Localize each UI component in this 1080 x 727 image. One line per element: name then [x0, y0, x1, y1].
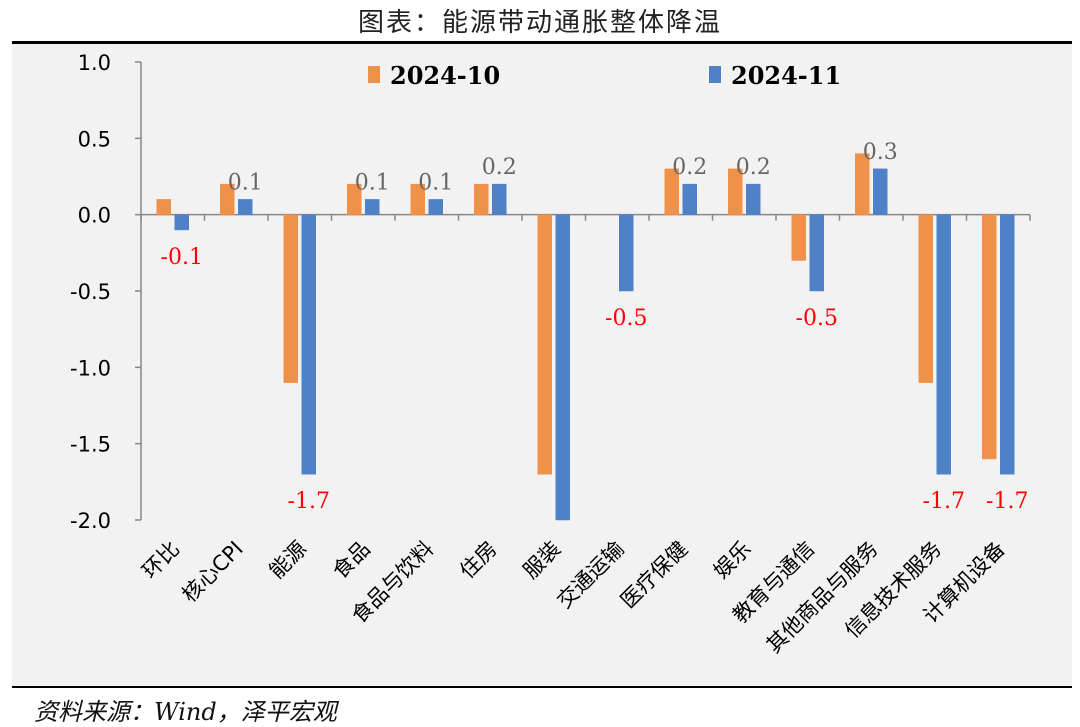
bar-2024-10-住房	[474, 183, 489, 215]
data-labels: -0.1 0.1 -1.7 0.1 0.1 0.2 -0.5 0.2 0.2 -0.5 0.3 -1.…	[161, 140, 1029, 514]
bar-2024-11-住房	[492, 183, 507, 215]
category-label: 服装	[519, 537, 566, 584]
bar-2024-10-服装	[537, 214, 552, 475]
y-tick-label: 0.0	[78, 204, 111, 228]
bar-2024-11-其他商品与服务	[873, 168, 888, 215]
data-label: -0.1	[161, 245, 203, 270]
y-tick-label: -1.0	[70, 356, 111, 380]
y-tick-label: -0.5	[70, 280, 111, 304]
category-label: 食品	[328, 537, 375, 584]
bar-2024-10-食品	[347, 183, 362, 215]
y-tick-label: -2.0	[70, 509, 111, 533]
y-tick-label: 0.5	[78, 127, 111, 151]
bar-2024-11-食品	[365, 199, 380, 215]
bar-2024-11-交通运输	[619, 214, 634, 292]
data-label: -1.7	[288, 489, 330, 514]
data-label: 0.1	[355, 170, 390, 195]
bar-2024-11-核心CPI	[238, 199, 253, 215]
chart-title: 图表：能源带动通胀整体降温	[357, 8, 722, 38]
top-rule	[12, 41, 1072, 44]
category-label: 其他商品与服务	[762, 537, 883, 658]
data-label: 0.2	[736, 155, 771, 180]
bar-2024-10-核心CPI	[220, 183, 235, 215]
legend-label: 2024-11	[731, 61, 841, 90]
bar-2024-10-娱乐	[728, 168, 743, 215]
source-note: 资料来源：Wind，泽平宏观	[34, 698, 337, 726]
legend-swatch-2024-11	[709, 66, 721, 83]
category-label: 能源	[265, 537, 312, 584]
bar-2024-11-能源	[301, 214, 316, 475]
bar-2024-10-食品与饮料	[410, 183, 425, 215]
category-label: 核心CPI	[177, 537, 247, 607]
bar-2024-11-教育与通信	[809, 214, 824, 292]
category-label: 娱乐	[709, 537, 756, 584]
legend-label: 2024-10	[390, 61, 500, 90]
bar-2024-10-计算机设备	[982, 214, 997, 460]
data-label: 0.2	[672, 155, 707, 180]
bar-2024-11-计算机设备	[1000, 214, 1015, 475]
bottom-rule	[12, 686, 1072, 688]
bar-2024-10-环比	[156, 199, 171, 215]
bar-2024-11-食品与饮料	[428, 199, 443, 215]
bar-2024-11-医疗保健	[682, 183, 697, 215]
bar-2024-11-环比	[174, 214, 189, 231]
bar-2024-11-服装	[555, 214, 570, 521]
data-label: 0.1	[228, 170, 263, 195]
legend: 2024-10 2024-11	[368, 61, 841, 90]
bar-2024-10-其他商品与服务	[855, 153, 870, 215]
bar-2024-11-娱乐	[746, 183, 761, 215]
data-label: 0.2	[482, 155, 517, 180]
data-label: -0.5	[605, 306, 647, 331]
data-label: 0.3	[863, 140, 898, 165]
bar-2024-10-信息技术服务	[918, 214, 933, 383]
y-tick-label: 1.0	[78, 51, 111, 75]
category-label: 住房	[455, 537, 502, 584]
data-label: -0.5	[796, 306, 838, 331]
bar-2024-10-教育与通信	[791, 214, 806, 261]
bars	[156, 153, 1015, 521]
data-label: -1.7	[923, 489, 965, 514]
category-label: 交通运输	[552, 537, 628, 613]
bar-2024-10-医疗保健	[664, 168, 679, 215]
data-label: 0.1	[418, 170, 453, 195]
legend-swatch-2024-10	[368, 66, 380, 83]
bar-2024-11-信息技术服务	[936, 214, 951, 475]
data-label: -1.7	[986, 489, 1028, 514]
bar-2024-10-能源	[283, 214, 298, 383]
y-tick-label: -1.5	[70, 433, 111, 457]
category-label: 环比	[138, 537, 185, 584]
category-label: 医疗保健	[616, 537, 692, 613]
